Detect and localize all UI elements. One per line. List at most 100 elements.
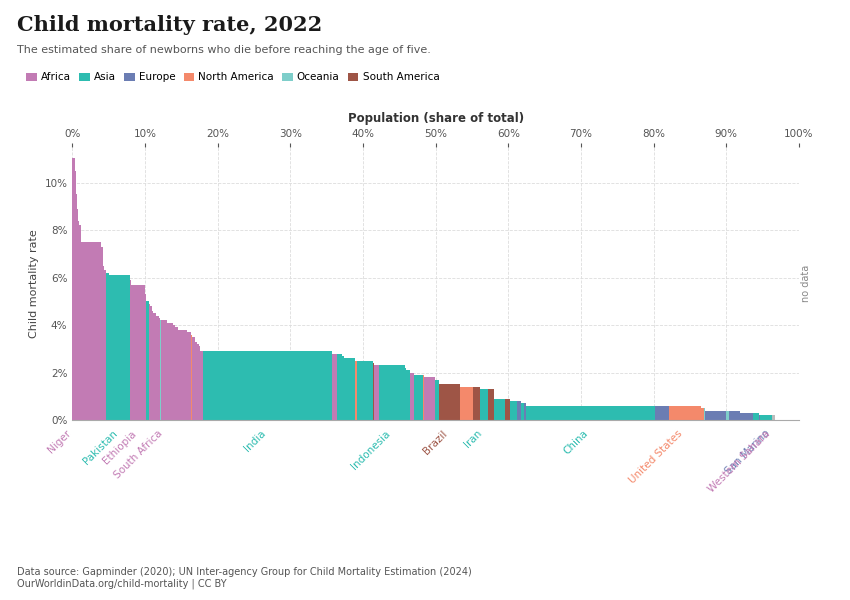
- Bar: [173, 325, 175, 420]
- Bar: [373, 363, 374, 420]
- Bar: [161, 320, 162, 420]
- X-axis label: Population (share of total): Population (share of total): [348, 112, 524, 125]
- Text: United States: United States: [627, 428, 684, 485]
- Bar: [488, 389, 494, 420]
- Bar: [424, 377, 435, 420]
- Bar: [669, 406, 700, 420]
- Bar: [76, 194, 77, 420]
- Bar: [75, 171, 76, 420]
- Bar: [105, 273, 110, 420]
- Bar: [476, 387, 479, 420]
- Bar: [187, 332, 191, 420]
- Bar: [72, 158, 75, 420]
- Bar: [473, 387, 476, 420]
- Text: Ethiopia: Ethiopia: [101, 428, 139, 466]
- Text: Indonesia: Indonesia: [349, 428, 392, 471]
- Text: San Marino: San Marino: [723, 428, 772, 477]
- Bar: [332, 353, 337, 420]
- Text: India: India: [242, 428, 268, 454]
- Bar: [162, 320, 167, 420]
- Bar: [160, 318, 161, 420]
- Text: Brazil: Brazil: [422, 428, 450, 456]
- Bar: [337, 353, 342, 420]
- Bar: [435, 380, 439, 420]
- Text: Western Sahara: Western Sahara: [706, 428, 772, 494]
- Bar: [406, 370, 410, 420]
- Bar: [178, 330, 187, 420]
- Text: Child mortality rate, 2022: Child mortality rate, 2022: [17, 15, 322, 35]
- Bar: [132, 284, 145, 420]
- Bar: [410, 373, 414, 420]
- Bar: [200, 351, 203, 420]
- Bar: [719, 410, 726, 420]
- Bar: [103, 266, 105, 420]
- Bar: [524, 403, 526, 420]
- Text: Data source: Gapminder (2020); UN Inter-agency Group for Child Mortality Estimat: Data source: Gapminder (2020); UN Inter-…: [17, 567, 472, 589]
- Bar: [713, 410, 719, 420]
- Bar: [191, 335, 192, 420]
- Bar: [130, 280, 132, 420]
- Bar: [502, 398, 505, 420]
- Y-axis label: Child mortality rate: Child mortality rate: [29, 229, 39, 338]
- Bar: [728, 410, 733, 420]
- Bar: [150, 306, 152, 420]
- Bar: [175, 328, 178, 420]
- Bar: [521, 403, 524, 420]
- Bar: [700, 408, 705, 420]
- Bar: [423, 375, 424, 420]
- Legend: Africa, Asia, Europe, North America, Oceania, South America: Africa, Asia, Europe, North America, Oce…: [22, 68, 444, 86]
- Bar: [494, 398, 502, 420]
- Text: no data: no data: [802, 265, 811, 302]
- Bar: [192, 337, 195, 420]
- Bar: [167, 323, 173, 420]
- Bar: [760, 415, 772, 420]
- Text: China: China: [562, 428, 591, 457]
- Bar: [736, 410, 737, 420]
- Bar: [526, 406, 654, 420]
- Bar: [737, 410, 738, 420]
- Text: Iran: Iran: [462, 428, 484, 450]
- Bar: [79, 226, 81, 420]
- Bar: [357, 361, 373, 420]
- Bar: [654, 406, 669, 420]
- Text: in Data: in Data: [736, 34, 781, 44]
- Bar: [772, 415, 774, 420]
- Bar: [505, 398, 510, 420]
- Text: The estimated share of newborns who die before reaching the age of five.: The estimated share of newborns who die …: [17, 45, 431, 55]
- Bar: [739, 410, 740, 420]
- Bar: [146, 301, 150, 420]
- Bar: [734, 410, 735, 420]
- Bar: [153, 313, 156, 420]
- Bar: [745, 413, 751, 420]
- Bar: [726, 410, 728, 420]
- Bar: [479, 389, 488, 420]
- Bar: [439, 385, 460, 420]
- Bar: [199, 346, 200, 420]
- Bar: [738, 410, 739, 420]
- Bar: [753, 413, 758, 420]
- Bar: [101, 247, 103, 420]
- Text: Our World: Our World: [727, 19, 790, 29]
- Bar: [752, 413, 753, 420]
- Bar: [414, 375, 423, 420]
- Text: South Africa: South Africa: [112, 428, 164, 481]
- Bar: [517, 401, 521, 420]
- Bar: [81, 242, 101, 420]
- Bar: [344, 358, 355, 420]
- Bar: [203, 351, 332, 420]
- Bar: [110, 275, 130, 420]
- Bar: [374, 365, 379, 420]
- Bar: [460, 387, 473, 420]
- Bar: [733, 410, 734, 420]
- Bar: [379, 365, 405, 420]
- Bar: [510, 401, 517, 420]
- Bar: [740, 413, 745, 420]
- Bar: [195, 341, 197, 420]
- Bar: [705, 410, 713, 420]
- Bar: [751, 413, 752, 420]
- Text: Pakistan: Pakistan: [82, 428, 120, 466]
- Bar: [156, 316, 160, 420]
- Bar: [197, 344, 199, 420]
- Text: Niger: Niger: [47, 428, 73, 455]
- Bar: [342, 356, 343, 420]
